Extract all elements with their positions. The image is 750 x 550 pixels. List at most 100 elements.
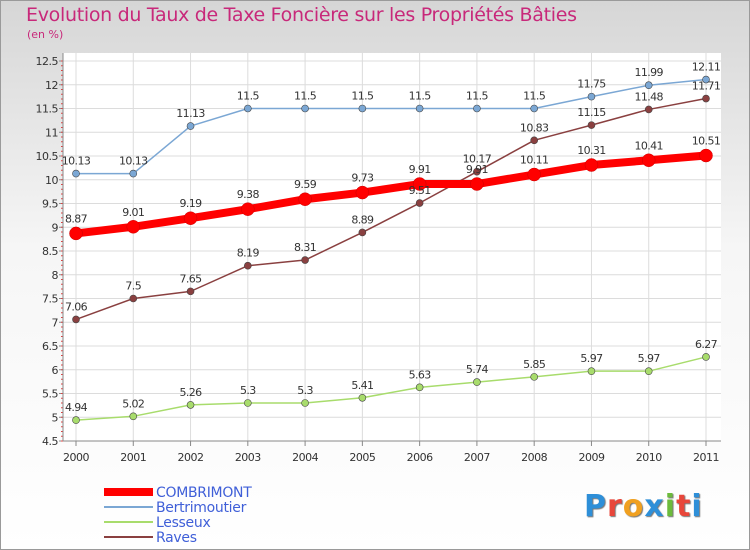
x-tick-label: 2010 xyxy=(636,451,662,464)
series-point-1 xyxy=(244,104,252,113)
series-point-0 xyxy=(126,220,141,234)
data-label-3: 7.65 xyxy=(179,272,202,285)
series-point-2 xyxy=(587,367,596,375)
x-tick-label: 2002 xyxy=(178,451,204,464)
data-label-0: 9.91 xyxy=(466,163,488,176)
series-point-2 xyxy=(301,399,309,407)
data-label-3: 11.48 xyxy=(634,90,663,103)
x-tick-label: 2009 xyxy=(578,451,604,464)
proxiti-logo: Proxiti xyxy=(584,489,703,524)
series-point-1 xyxy=(301,104,309,113)
data-label-2: 5.02 xyxy=(122,397,144,410)
x-tick-label: 2000 xyxy=(63,451,89,464)
y-tick-label: 12.5 xyxy=(36,55,59,68)
x-tick-label: 2006 xyxy=(407,451,433,464)
series-point-1 xyxy=(358,104,367,113)
series-line-2 xyxy=(75,356,707,421)
data-label-2: 5.63 xyxy=(409,368,432,381)
x-tick-label: 2004 xyxy=(292,451,318,464)
series-point-0 xyxy=(412,177,427,191)
series-point-3 xyxy=(129,294,138,303)
series-line-3 xyxy=(75,97,707,321)
x-tick-label: 2003 xyxy=(235,451,261,464)
y-tick-label: 7.5 xyxy=(42,293,58,306)
y-tick-label: 11 xyxy=(45,126,58,139)
data-label-1: 11.5 xyxy=(237,90,260,103)
series-point-3 xyxy=(415,199,424,207)
series-point-3 xyxy=(473,167,481,176)
data-label-3: 11.71 xyxy=(692,80,721,93)
data-label-2: 5.3 xyxy=(240,384,256,397)
series-point-2 xyxy=(702,353,710,361)
y-tick-label: 9 xyxy=(52,221,59,234)
data-label-3: 9.51 xyxy=(409,184,431,197)
series-point-2 xyxy=(415,383,424,392)
data-label-0: 10.51 xyxy=(692,135,721,148)
series-point-1 xyxy=(702,75,710,84)
data-label-0: 9.19 xyxy=(179,197,202,210)
series-point-1 xyxy=(587,92,596,101)
data-label-2: 5.41 xyxy=(351,379,373,392)
data-label-0: 8.87 xyxy=(65,212,88,225)
x-tick-label: 2001 xyxy=(120,451,146,464)
series-point-2 xyxy=(473,378,481,386)
data-label-3: 8.19 xyxy=(237,247,260,260)
x-tick-label: 2007 xyxy=(464,451,490,464)
data-label-3: 10.17 xyxy=(463,153,492,166)
data-label-1: 11.99 xyxy=(634,66,663,79)
x-tick-label: 2011 xyxy=(693,451,719,464)
data-label-1: 11.5 xyxy=(523,90,546,103)
legend-label-0: COMBRIMONT xyxy=(156,485,252,501)
series-point-0 xyxy=(699,148,713,163)
series-point-3 xyxy=(358,228,367,237)
y-tick-label: 7 xyxy=(52,316,59,329)
series-point-1 xyxy=(72,169,80,178)
data-label-2: 4.94 xyxy=(65,401,88,414)
series-point-3 xyxy=(530,136,538,145)
data-label-2: 5.97 xyxy=(638,352,661,365)
series-point-0 xyxy=(241,202,255,216)
y-tick-label: 6 xyxy=(52,364,59,377)
data-label-1: 11.5 xyxy=(294,90,317,103)
series-point-0 xyxy=(470,177,484,191)
legend-label-3: Raves xyxy=(156,530,197,546)
data-label-0: 9.59 xyxy=(294,178,317,191)
series-point-1 xyxy=(644,81,653,90)
series-point-2 xyxy=(644,367,653,375)
data-label-1: 11.5 xyxy=(409,90,432,103)
series-point-0 xyxy=(183,211,198,225)
y-tick-label: 12 xyxy=(45,79,58,92)
y-tick-label: 11.5 xyxy=(36,103,59,116)
series-point-2 xyxy=(72,416,80,424)
series-point-2 xyxy=(129,412,138,421)
series-line-0 xyxy=(75,151,707,238)
y-tick-label: 5.5 xyxy=(42,388,58,401)
legend-label-1: Bertrimoutier xyxy=(156,500,247,516)
series-point-0 xyxy=(641,153,656,168)
data-label-0: 9.91 xyxy=(409,163,431,176)
plot-area xyxy=(63,53,721,441)
data-label-0: 10.31 xyxy=(577,144,606,157)
series-point-0 xyxy=(69,226,83,241)
series-point-2 xyxy=(244,399,252,407)
y-tick-label: 4.5 xyxy=(42,435,58,448)
data-label-3: 7.5 xyxy=(125,280,141,293)
series-point-1 xyxy=(186,122,195,130)
series-point-3 xyxy=(186,287,195,296)
series-point-0 xyxy=(355,185,370,200)
series-line-1 xyxy=(76,78,707,175)
series-point-1 xyxy=(129,169,138,178)
y-tick-label: 8.5 xyxy=(42,245,58,258)
series-point-2 xyxy=(186,401,195,409)
series-point-3 xyxy=(587,121,596,129)
series-point-0 xyxy=(298,192,312,206)
series-point-0 xyxy=(527,167,541,182)
series-point-3 xyxy=(644,105,653,114)
data-label-0: 9.73 xyxy=(351,172,374,185)
data-label-3: 11.15 xyxy=(577,106,606,119)
series-point-3 xyxy=(301,256,309,264)
data-label-1: 11.5 xyxy=(466,90,489,103)
data-label-3: 8.89 xyxy=(351,213,374,226)
y-tick-label: 10 xyxy=(45,174,58,187)
y-tick-label: 10.5 xyxy=(36,150,59,163)
